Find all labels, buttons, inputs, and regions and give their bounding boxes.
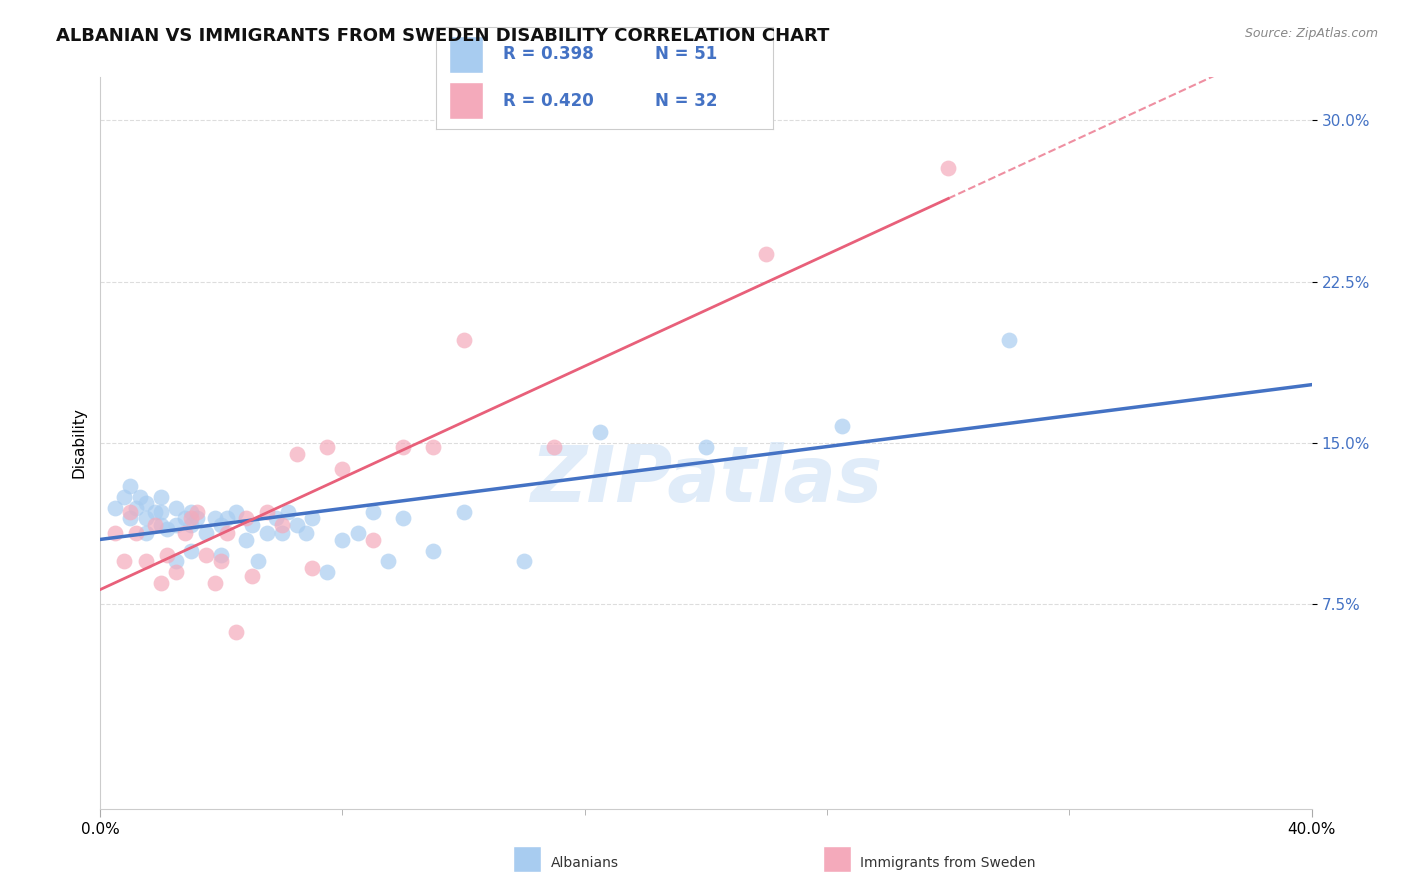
Point (240, 569, 263, 583)
Point (295, 526, 318, 541)
Point (204, 575, 226, 590)
Point (204, 511, 226, 525)
Point (174, 511, 197, 525)
Point (125, 526, 148, 541)
Y-axis label: Disability: Disability (72, 408, 86, 478)
Point (755, 247, 778, 261)
Point (104, 500, 127, 515)
Point (104, 526, 127, 541)
Point (149, 490, 172, 504)
Point (997, 333, 1019, 347)
Point (143, 517, 166, 532)
Point (453, 333, 475, 347)
Point (149, 575, 172, 590)
Bar (450, 82, 484, 119)
Point (156, 548, 179, 562)
Text: N = 51: N = 51 (655, 45, 717, 63)
Point (195, 526, 218, 541)
Point (156, 522, 179, 536)
Point (112, 490, 135, 504)
Text: Immigrants from Sweden: Immigrants from Sweden (860, 856, 1036, 871)
Point (316, 441, 339, 455)
Point (174, 526, 197, 541)
Point (285, 447, 308, 461)
Point (186, 511, 208, 525)
Point (165, 554, 187, 568)
Point (270, 526, 292, 541)
Point (332, 462, 354, 476)
Point (831, 418, 853, 433)
Point (513, 554, 536, 568)
Point (125, 500, 148, 515)
Point (209, 517, 232, 532)
Point (235, 533, 257, 547)
Point (240, 517, 263, 532)
Point (270, 517, 292, 532)
Point (180, 511, 202, 525)
Point (246, 554, 269, 568)
Point (135, 554, 157, 568)
Point (936, 161, 959, 175)
Point (225, 625, 247, 640)
Point (165, 517, 187, 532)
Point (149, 517, 172, 532)
Point (135, 526, 157, 541)
Point (149, 505, 172, 519)
Point (120, 479, 142, 493)
Point (120, 505, 142, 519)
Point (217, 511, 239, 525)
Bar (450, 36, 484, 73)
Point (695, 441, 717, 455)
Point (256, 505, 278, 519)
Point (128, 490, 150, 504)
Point (543, 441, 565, 455)
Point (135, 511, 157, 525)
Point (180, 543, 202, 558)
Text: R = 0.398: R = 0.398 (503, 45, 595, 63)
Point (186, 505, 208, 519)
Point (392, 511, 415, 525)
Point (165, 500, 187, 515)
Text: Source: ZipAtlas.com: Source: ZipAtlas.com (1244, 27, 1378, 40)
Point (165, 565, 187, 579)
Point (217, 526, 239, 541)
Text: ZIPatlas: ZIPatlas (530, 442, 882, 517)
Point (285, 517, 308, 532)
Point (589, 425, 612, 440)
Point (180, 517, 202, 532)
Point (316, 565, 339, 579)
Point (256, 526, 278, 541)
Point (361, 533, 384, 547)
Text: Albanians: Albanians (551, 856, 619, 871)
Point (235, 511, 257, 525)
Point (422, 543, 444, 558)
Point (264, 511, 287, 525)
Point (346, 526, 368, 541)
Text: R = 0.420: R = 0.420 (503, 92, 595, 110)
Point (301, 561, 323, 575)
Point (392, 441, 415, 455)
Point (209, 548, 232, 562)
Point (209, 554, 232, 568)
Point (143, 505, 166, 519)
Point (135, 496, 157, 510)
Point (453, 505, 475, 519)
Point (120, 511, 142, 525)
Point (332, 533, 354, 547)
Point (422, 441, 444, 455)
Point (195, 548, 218, 562)
Text: ALBANIAN VS IMMIGRANTS FROM SWEDEN DISABILITY CORRELATION CHART: ALBANIAN VS IMMIGRANTS FROM SWEDEN DISAB… (56, 27, 830, 45)
Point (377, 554, 399, 568)
Point (361, 505, 384, 519)
Point (301, 511, 323, 525)
Point (277, 505, 299, 519)
Text: N = 32: N = 32 (655, 92, 717, 110)
Point (180, 505, 202, 519)
Point (225, 505, 247, 519)
Point (112, 554, 135, 568)
